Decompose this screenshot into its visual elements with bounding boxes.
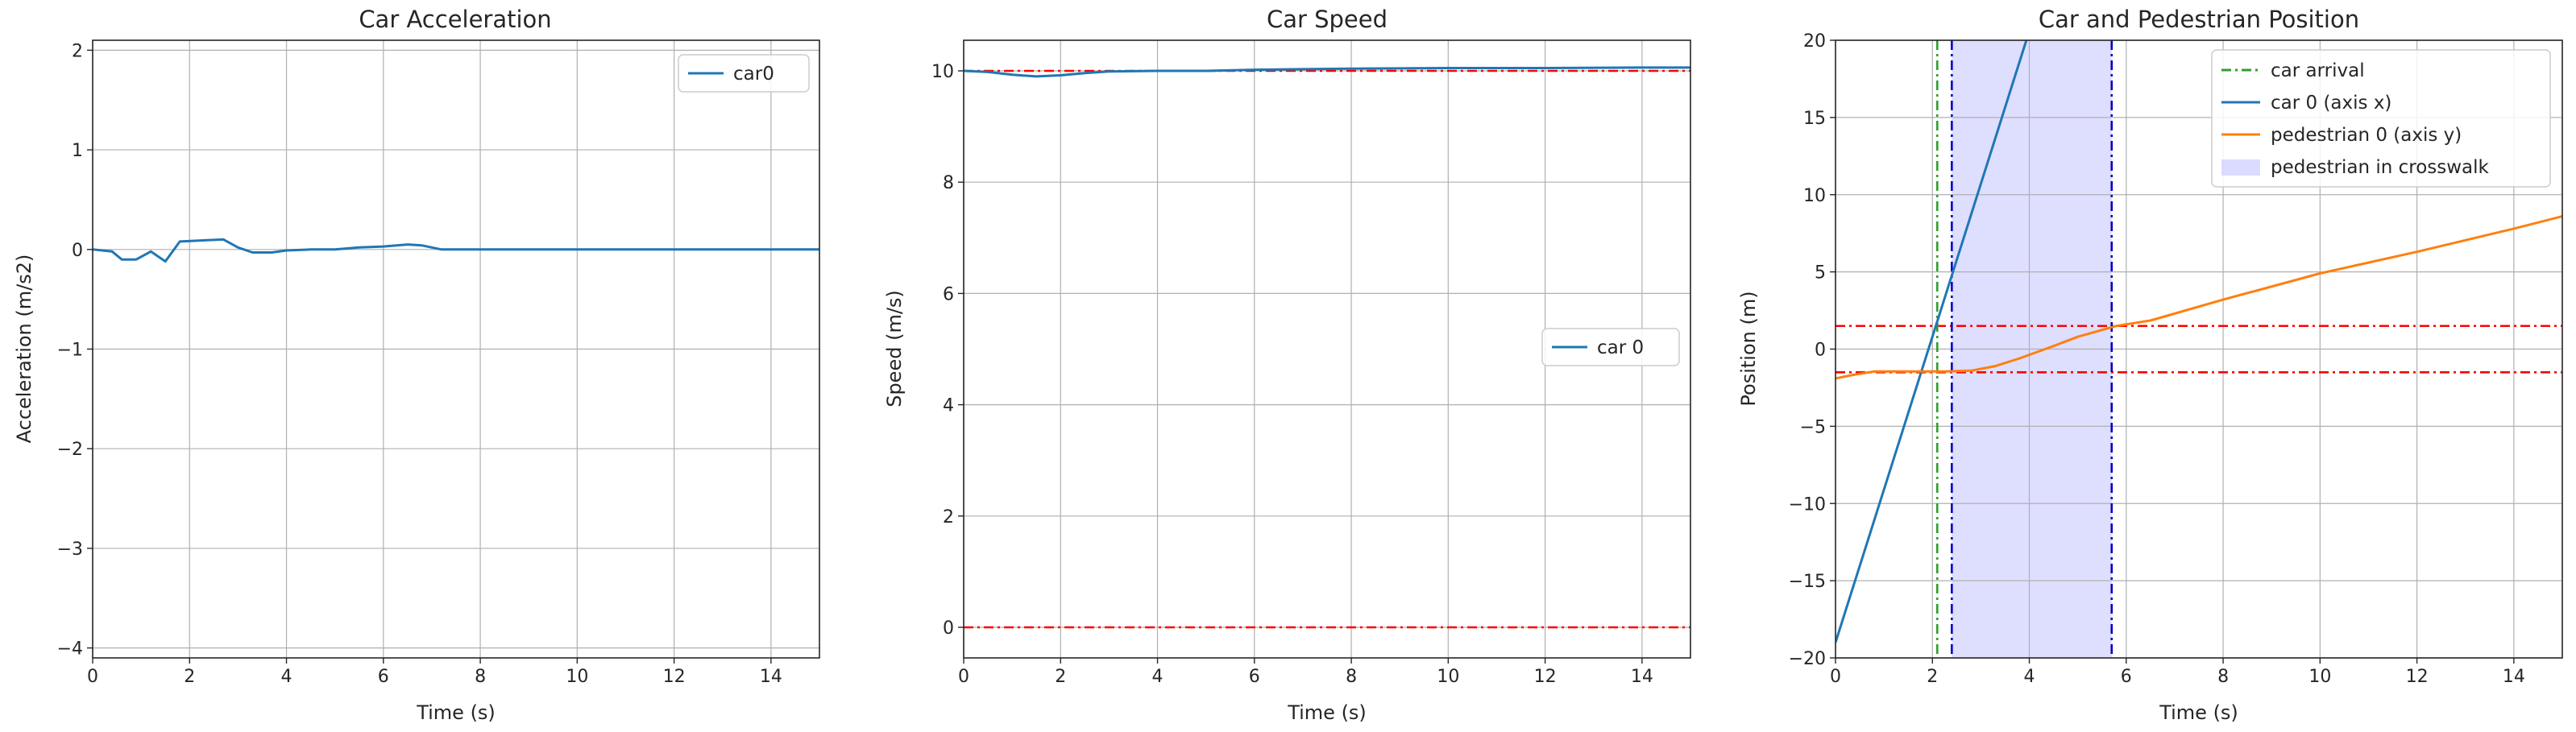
chart-title: Car Speed	[1267, 6, 1388, 33]
legend: car 0	[1541, 328, 1680, 366]
y-tick-label: 8	[943, 173, 954, 193]
x-tick-label: 6	[378, 667, 389, 687]
x-axis-label: Time (s)	[2159, 701, 2238, 724]
x-tick-label: 4	[281, 667, 292, 687]
y-tick-label: 10	[931, 62, 954, 82]
tick-labels: 0 2 4 6 8 10 12 14 0 2 4 6 8 10	[931, 62, 1653, 687]
y-tick-label: 5	[1815, 263, 1826, 283]
x-tick-label: 4	[1152, 667, 1164, 687]
legend-swatch-pedestrian-in-crosswalk	[2221, 159, 2260, 176]
x-tick-label: 8	[1346, 667, 1357, 687]
y-tick-label: 0	[72, 241, 83, 261]
x-tick-label: 8	[2217, 667, 2229, 687]
x-tick-label: 10	[1437, 667, 1459, 687]
series-line	[964, 66, 1690, 78]
plot-frame	[92, 39, 820, 659]
y-axis-label: Acceleration (m/s2)	[13, 254, 35, 444]
x-tick-label: 2	[184, 667, 195, 687]
y-tick-label: 4	[943, 396, 954, 416]
plot-frame	[1835, 39, 2563, 659]
panel-speed: Car Speed 0 2 4 6 8 10 12 14 0 2 4 6 8 10 Time (s) Sp…	[883, 6, 1691, 724]
x-tick-label: 2	[1055, 667, 1066, 687]
plot-frame	[963, 39, 1691, 659]
y-tick-label: −15	[1789, 572, 1826, 592]
series-line	[1836, 40, 2028, 643]
y-tick-label: 1	[72, 141, 83, 161]
x-tick-label: 12	[2406, 667, 2429, 687]
legend-label-pedestrian-in-crosswalk: pedestrian in crosswalk	[2271, 157, 2490, 178]
x-tick-label: 10	[566, 667, 588, 687]
tick-labels: 0 2 4 6 8 10 12 14 −20 −15 −10 −5 0 5 10 15 20	[1789, 31, 2525, 687]
data-marks	[964, 66, 1690, 629]
x-tick-label: 14	[1631, 667, 1653, 687]
x-tick-label: 14	[760, 667, 782, 687]
y-tick-label: 2	[943, 507, 954, 527]
legend-label-car-0-axis-x: car 0 (axis x)	[2271, 93, 2391, 114]
x-tick-label: 4	[2024, 667, 2035, 687]
chart-title: Car Acceleration	[359, 6, 551, 33]
x-tick-label: 14	[2503, 667, 2525, 687]
x-tick-label: 8	[475, 667, 486, 687]
y-tick-label: −1	[57, 341, 83, 361]
legend-frame	[1541, 328, 1680, 366]
x-axis-label: Time (s)	[416, 701, 496, 724]
panel-acceleration: Car Acceleration 0 2 4 6 8 10 12 14−4−3−2−1012 …	[13, 6, 820, 724]
y-tick-label: 15	[1803, 109, 1826, 129]
legend-frame	[2211, 49, 2551, 188]
x-tick-label: 0	[958, 667, 969, 687]
x-tick-label: 12	[1534, 667, 1557, 687]
x-tick-label: 0	[1830, 667, 1841, 687]
y-tick-label: −3	[57, 540, 83, 560]
grid	[92, 40, 819, 658]
y-tick-label: −5	[1800, 417, 1826, 437]
y-tick-label: 0	[1815, 341, 1826, 361]
legend-label-pedestrian-0-axis-y: pedestrian 0 (axis y)	[2271, 125, 2462, 146]
legend-label-car-arrival: car arrival	[2271, 60, 2365, 81]
y-tick-label: −10	[1789, 494, 1826, 515]
x-axis-label: Time (s)	[1287, 701, 1367, 724]
y-tick-label: 0	[943, 618, 954, 639]
y-tick-label: 20	[1803, 31, 1826, 52]
legend-label-car-0: car 0	[1597, 337, 1644, 358]
x-tick-label: 10	[2308, 667, 2331, 687]
y-tick-label: 10	[1803, 186, 1826, 206]
panel-position: Car and Pedestrian Position 0 2 4 6 8 10 12 14 −…	[1737, 6, 2563, 724]
data-marks	[1836, 40, 2562, 658]
y-axis-label: Speed (m/s)	[883, 290, 906, 407]
plot-area	[964, 66, 1690, 629]
chart-title: Car and Pedestrian Position	[2039, 6, 2359, 33]
data-marks	[93, 238, 819, 263]
y-tick-label: −4	[57, 639, 83, 660]
plot-area	[93, 238, 819, 263]
legend: car arrival car 0 (axis x) pedestrian 0 …	[2211, 49, 2551, 188]
legend: car0	[678, 54, 810, 93]
series-line	[1836, 215, 2562, 380]
y-tick-label: 6	[943, 284, 954, 304]
y-tick-label: −20	[1789, 649, 1826, 669]
x-tick-label: 12	[663, 667, 686, 687]
y-tick-label: 2	[72, 41, 83, 61]
y-axis-label: Position (m)	[1737, 291, 1760, 406]
legend-frame	[678, 54, 810, 93]
legend-label-car0: car0	[733, 64, 774, 85]
series-line	[93, 238, 819, 263]
grid	[963, 40, 1690, 658]
y-tick-label: −2	[57, 440, 83, 460]
x-tick-label: 6	[2121, 667, 2132, 687]
x-tick-label: 6	[1249, 667, 1260, 687]
plot-area	[1836, 40, 2562, 658]
x-tick-label: 0	[87, 667, 98, 687]
x-tick-label: 2	[1927, 667, 1938, 687]
